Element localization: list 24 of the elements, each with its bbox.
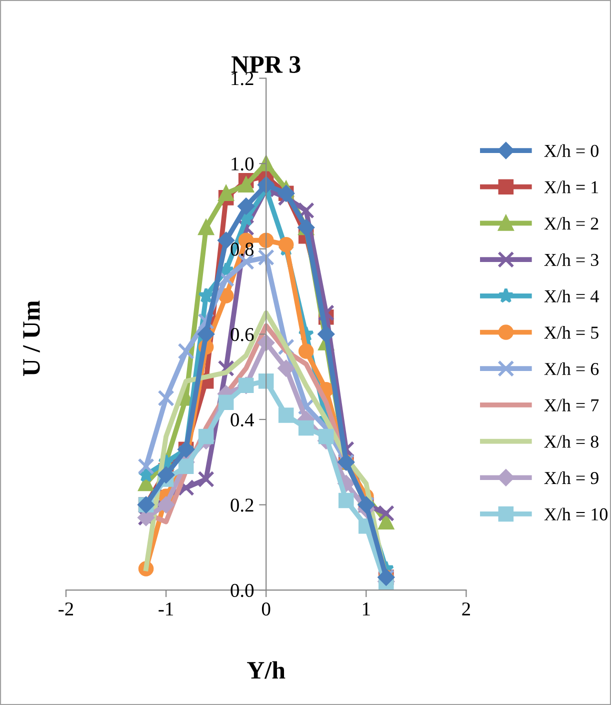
x-tick-label: -1 bbox=[158, 602, 173, 616]
legend-label: X/h = 9 bbox=[544, 471, 598, 484]
legend-label: X/h = 7 bbox=[544, 398, 599, 412]
y-tick-label: 0.4 bbox=[230, 413, 254, 426]
legend-label: X/h = 4 bbox=[544, 290, 599, 302]
y-tick-label: 0.0 bbox=[230, 584, 254, 598]
y-tick-label: 0.2 bbox=[230, 498, 254, 512]
legend-label: X/h = 6 bbox=[544, 362, 599, 376]
legend-label: X/h = 0 bbox=[544, 144, 598, 158]
x-tick-label: -2 bbox=[58, 602, 74, 616]
x-tick-label: 1 bbox=[362, 602, 370, 616]
legend-label: X/h = 1 bbox=[544, 180, 598, 194]
x-tick-label: 0 bbox=[262, 602, 270, 616]
legend-label: X/h = 3 bbox=[544, 253, 598, 266]
x-tick-label: 2 bbox=[462, 602, 470, 616]
legend-label: X/h = 2 bbox=[544, 217, 598, 230]
y-axis-title: U / Um bbox=[23, 300, 40, 376]
legend-label: X/h = 8 bbox=[544, 435, 598, 448]
legend-label: X/h = 10 bbox=[544, 508, 608, 520]
legend-label: X/h = 5 bbox=[544, 326, 598, 339]
y-tick-label: 1.2 bbox=[232, 72, 254, 86]
x-axis-title: Y/h bbox=[247, 661, 286, 679]
y-tick-label: 1.0 bbox=[232, 157, 254, 171]
chart-title: NPR 3 bbox=[232, 56, 300, 73]
